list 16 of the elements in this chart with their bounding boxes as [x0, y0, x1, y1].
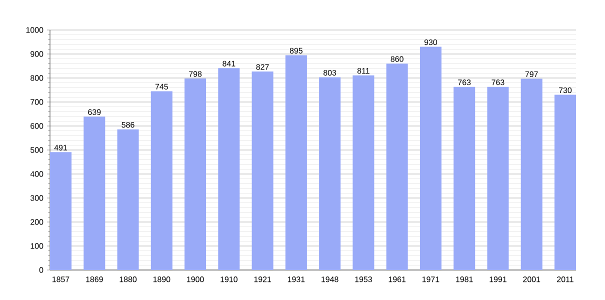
bar — [352, 75, 374, 270]
bar — [252, 72, 274, 270]
bar — [150, 91, 172, 270]
bar — [117, 129, 139, 270]
bar — [454, 86, 476, 270]
bar — [487, 86, 509, 270]
bar — [420, 46, 442, 270]
bar — [84, 116, 106, 270]
bar — [218, 68, 240, 270]
bar — [285, 55, 307, 270]
bar — [184, 78, 206, 270]
bar — [520, 78, 542, 270]
bar — [50, 152, 72, 270]
bar — [319, 77, 341, 270]
bar — [386, 64, 408, 270]
bar — [554, 94, 576, 270]
